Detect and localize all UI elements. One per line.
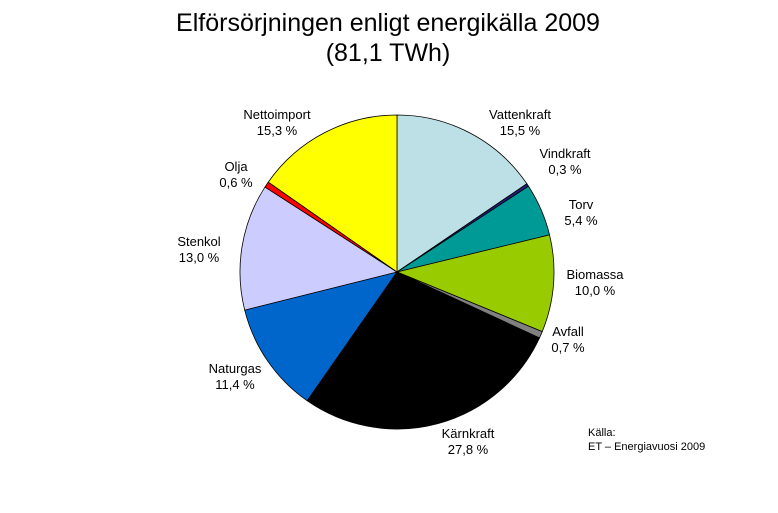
chart-subtitle: (81,1 TWh) [326,39,451,67]
slice-name-kärnkraft: Kärnkraft [442,426,495,441]
slice-name-torv: Torv [569,197,594,212]
slice-value-naturgas: 11,4 % [215,377,255,392]
slice-value-nettoimport: 15,3 % [257,123,298,138]
slice-name-vattenkraft: Vattenkraft [489,107,551,122]
pie-slice-stenkol [239,186,398,311]
slice-name-nettoimport: Nettoimport [243,107,311,122]
slice-value-biomassa: 10,0 % [575,283,616,298]
slice-value-avfall: 0,7 % [551,340,585,355]
slice-value-olja: 0,6 % [219,175,253,190]
chart-title: Elförsörjningen enligt energikälla 2009 [176,9,600,37]
slice-name-olja: Olja [224,159,248,174]
slice-value-kärnkraft: 27,8 % [448,442,489,457]
pie-slice-naturgas [244,271,398,402]
slice-value-torv: 5,4 % [564,213,598,228]
source-heading: Källa: [588,427,616,439]
slice-name-avfall: Avfall [552,324,584,339]
slice-value-stenkol: 13,0 % [179,250,220,265]
pie-slice-nettoimport [267,114,398,273]
slice-value-vindkraft: 0,3 % [548,162,582,177]
source-text: ET – Energiavuosi 2009 [588,441,705,453]
slice-value-vattenkraft: 15,5 % [500,123,541,138]
slice-name-vindkraft: Vindkraft [539,146,590,161]
pie-slice-vattenkraft [396,114,528,273]
slice-name-stenkol: Stenkol [177,234,220,249]
pie-slices [239,114,555,430]
slice-name-naturgas: Naturgas [209,361,262,376]
pie-slice-biomassa [395,234,555,333]
pie-slice-kärnkraft [306,271,541,430]
slice-name-biomassa: Biomassa [566,267,624,282]
